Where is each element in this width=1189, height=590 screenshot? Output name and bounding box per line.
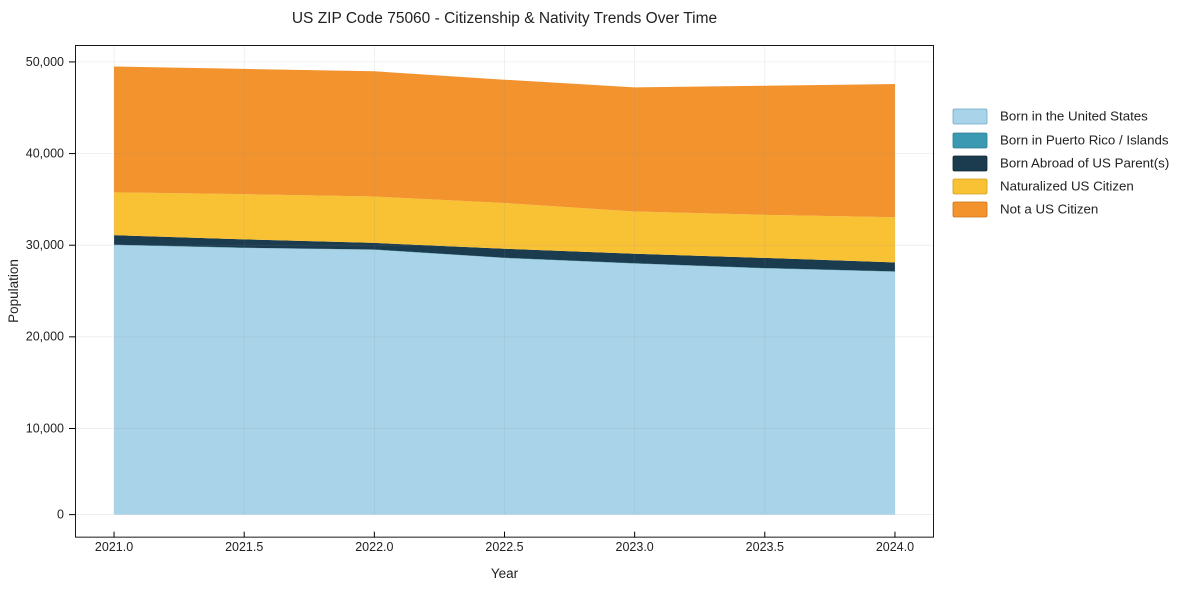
svg-text:Population: Population [6, 259, 21, 323]
svg-text:2022.5: 2022.5 [485, 540, 523, 554]
svg-text:Naturalized US Citizen: Naturalized US Citizen [1000, 179, 1134, 194]
svg-text:Born in Puerto Rico / Islands: Born in Puerto Rico / Islands [1000, 133, 1169, 148]
svg-text:2023.0: 2023.0 [616, 540, 654, 554]
svg-text:2024.0: 2024.0 [876, 540, 914, 554]
svg-text:Born Abroad of US Parent(s): Born Abroad of US Parent(s) [1000, 156, 1169, 171]
svg-text:0: 0 [57, 508, 64, 522]
svg-text:Born in the United States: Born in the United States [1000, 109, 1148, 124]
svg-text:10,000: 10,000 [26, 422, 64, 436]
svg-text:2021.5: 2021.5 [225, 540, 263, 554]
svg-text:50,000: 50,000 [26, 55, 64, 69]
svg-text:2022.0: 2022.0 [355, 540, 393, 554]
svg-text:30,000: 30,000 [26, 238, 64, 252]
svg-text:2021.0: 2021.0 [95, 540, 133, 554]
svg-text:2023.5: 2023.5 [746, 540, 784, 554]
svg-text:Not a US Citizen: Not a US Citizen [1000, 202, 1098, 217]
svg-text:20,000: 20,000 [26, 330, 64, 344]
svg-text:Year: Year [491, 566, 519, 581]
svg-text:40,000: 40,000 [26, 147, 64, 161]
